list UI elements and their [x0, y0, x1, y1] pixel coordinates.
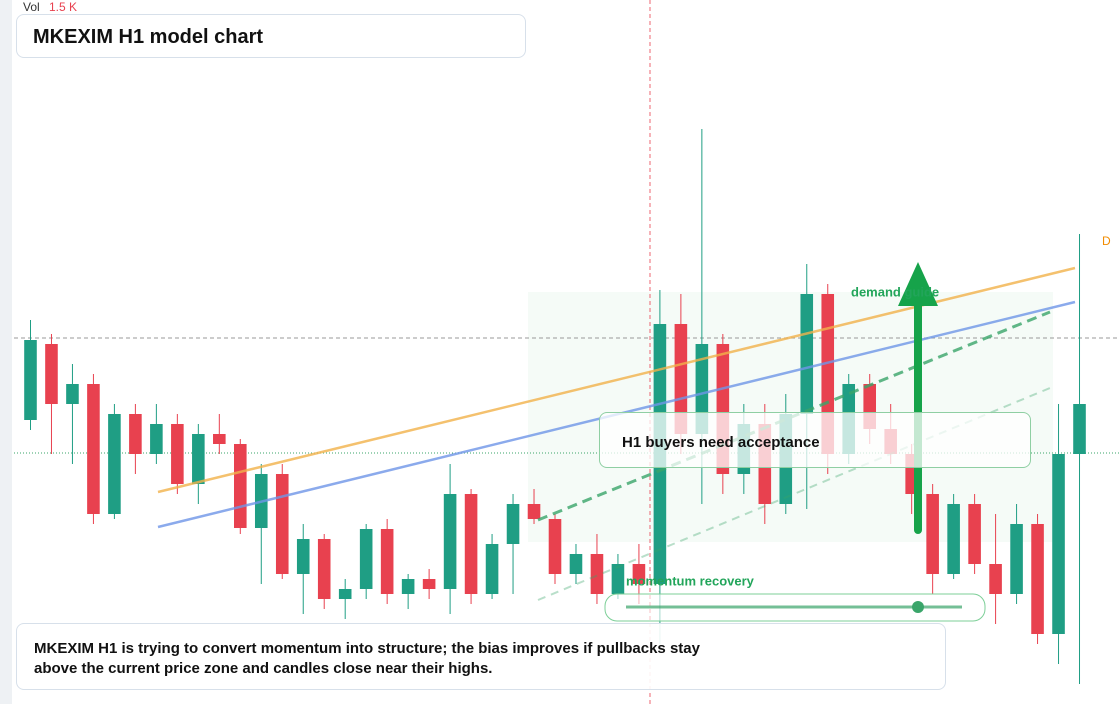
- candle-body: [926, 494, 939, 574]
- left-edge: [0, 0, 12, 704]
- guide-label: demand guide: [851, 284, 939, 299]
- candle-body: [338, 589, 352, 599]
- candle-body: [1010, 524, 1023, 594]
- candle-body: [989, 564, 1002, 594]
- candle-body: [548, 519, 562, 574]
- zone-label: H1 buyers need acceptance: [622, 434, 820, 451]
- candle-body: [171, 424, 184, 484]
- candle-body: [317, 539, 331, 599]
- candle-body: [296, 539, 310, 574]
- candle-body: [401, 579, 415, 594]
- candle-body: [464, 494, 478, 594]
- vol-value: 1.5 K: [49, 0, 77, 14]
- candles: [24, 129, 1086, 684]
- candle-body: [87, 384, 100, 514]
- candle-body: [275, 474, 289, 574]
- candle-body: [359, 529, 373, 589]
- candle-body: [66, 384, 79, 404]
- candle-body: [527, 504, 541, 519]
- vol-label: Vol: [23, 0, 40, 14]
- candle-body: [590, 554, 604, 594]
- candle-body: [45, 344, 58, 404]
- arrow-head: [898, 262, 938, 306]
- candle-body: [800, 294, 814, 414]
- candle-body: [632, 564, 646, 584]
- candle-body: [380, 529, 394, 594]
- candle-body: [234, 444, 247, 528]
- candle-body: [192, 434, 205, 484]
- candle-body: [1031, 524, 1044, 634]
- candle-body: [108, 414, 121, 514]
- momentum-knob: [912, 601, 924, 613]
- chart-title: MKEXIM H1 model chart: [33, 26, 264, 48]
- candle-body: [947, 504, 960, 574]
- candle-body: [485, 544, 499, 594]
- candle-body: [443, 494, 457, 589]
- candle-body: [129, 414, 142, 454]
- title-card: MKEXIM H1 model chart: [16, 14, 526, 58]
- candle-body: [1052, 454, 1065, 634]
- candle-body: [695, 344, 709, 434]
- candle-body: [674, 324, 688, 434]
- candle-body: [213, 434, 226, 444]
- marker-label: D: [1102, 234, 1111, 248]
- zone-card: H1 buyers need acceptance: [599, 412, 1031, 468]
- candle-body: [24, 340, 37, 420]
- note-text: MKEXIM H1 is trying to convert momentum …: [34, 640, 700, 677]
- candle-body: [611, 564, 625, 594]
- candle-body: [506, 504, 520, 544]
- candle-body: [968, 504, 981, 564]
- candle-body: [569, 554, 583, 574]
- candle-body: [150, 424, 163, 454]
- candle-body: [422, 579, 436, 589]
- note-card: MKEXIM H1 is trying to convert momentum …: [16, 623, 946, 690]
- momentum-label: momentum recovery: [626, 573, 755, 588]
- candle-body: [1073, 404, 1086, 454]
